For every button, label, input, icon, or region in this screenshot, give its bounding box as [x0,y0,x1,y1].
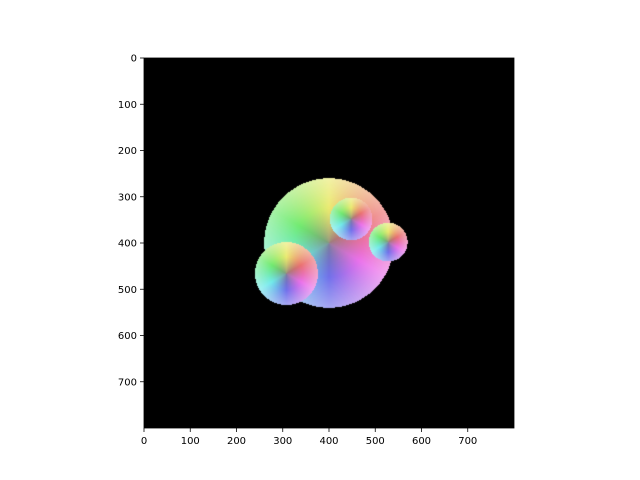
x-tick-label: 400 [319,436,338,447]
x-tick-label: 700 [458,436,477,447]
y-tick-label: 200 [118,146,137,157]
x-tick-label: 300 [273,436,292,447]
y-tick-label: 600 [118,331,137,342]
y-tick-label: 500 [118,285,137,296]
x-tick-label: 100 [181,436,200,447]
y-axis: 0 100 200 300 400 500 600 700 [118,54,144,388]
plot-area [143,57,515,429]
y-tick-label: 400 [118,239,137,250]
y-tick-label: 100 [118,100,137,111]
x-tick-label: 500 [366,436,385,447]
x-axis: 0 100 200 300 400 500 600 700 [141,428,477,447]
x-tick-label: 0 [141,436,147,447]
y-tick-label: 700 [118,377,137,388]
y-tick-label: 0 [131,54,137,65]
y-tick-label: 300 [118,192,137,203]
heatmap-image [144,58,514,428]
x-tick-label: 200 [227,436,246,447]
heatmap-image-container [144,58,514,428]
x-tick-label: 600 [412,436,431,447]
